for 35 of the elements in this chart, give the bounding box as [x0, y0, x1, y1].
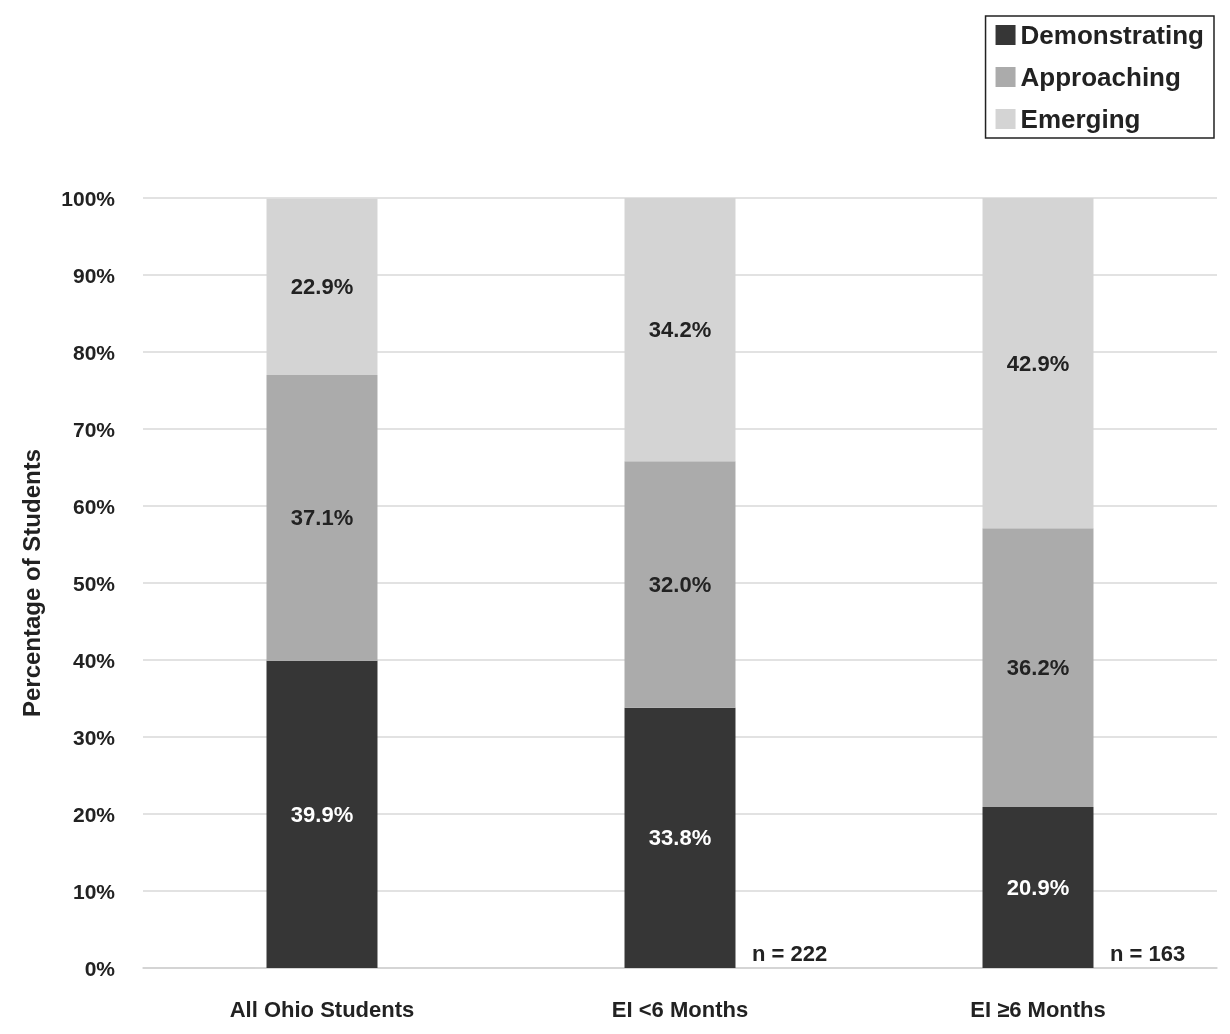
data-label: 32.0%: [648, 572, 712, 598]
data-label: 37.1%: [290, 505, 354, 531]
x-tick-label: EI <6 Months: [611, 996, 749, 1022]
x-tick-label: All Ohio Students: [229, 996, 415, 1022]
bar: [266, 660, 378, 968]
legend-label: Approaching: [1020, 62, 1181, 92]
y-tick-label: 70%: [72, 417, 116, 441]
bar: [624, 461, 736, 708]
data-label: 33.8%: [648, 825, 712, 851]
bar: [982, 528, 1094, 808]
bar: [982, 807, 1094, 968]
y-tick-label: 20%: [72, 802, 116, 826]
data-label: 22.9%: [290, 274, 354, 300]
legend-label: Emerging: [1020, 104, 1141, 134]
data-label: 34.2%: [648, 317, 712, 343]
data-label: 36.2%: [1006, 655, 1070, 681]
y-tick-label: 100%: [61, 186, 116, 210]
data-label: 42.9%: [1006, 350, 1070, 376]
bar: [624, 707, 736, 968]
y-tick-label: 30%: [72, 725, 116, 749]
annotation: n = 222: [752, 940, 828, 966]
bar: [266, 375, 378, 661]
annotation: n = 163: [1110, 940, 1186, 966]
y-tick-label: 80%: [72, 340, 116, 364]
data-label: 39.9%: [290, 801, 354, 827]
y-tick-label: 50%: [72, 571, 116, 595]
y-tick-label: 60%: [72, 494, 116, 518]
y-tick-label: 10%: [72, 879, 116, 903]
y-tick-label: 0%: [84, 956, 116, 980]
data-label: 20.9%: [1006, 875, 1070, 901]
y-tick-label: 40%: [72, 648, 116, 672]
y-tick-label: 90%: [72, 263, 116, 287]
y-axis-title: Percentage of Students: [17, 448, 45, 718]
x-tick-label: EI ≥6 Months: [970, 996, 1106, 1022]
legend-label: Demonstrating: [1020, 20, 1205, 50]
